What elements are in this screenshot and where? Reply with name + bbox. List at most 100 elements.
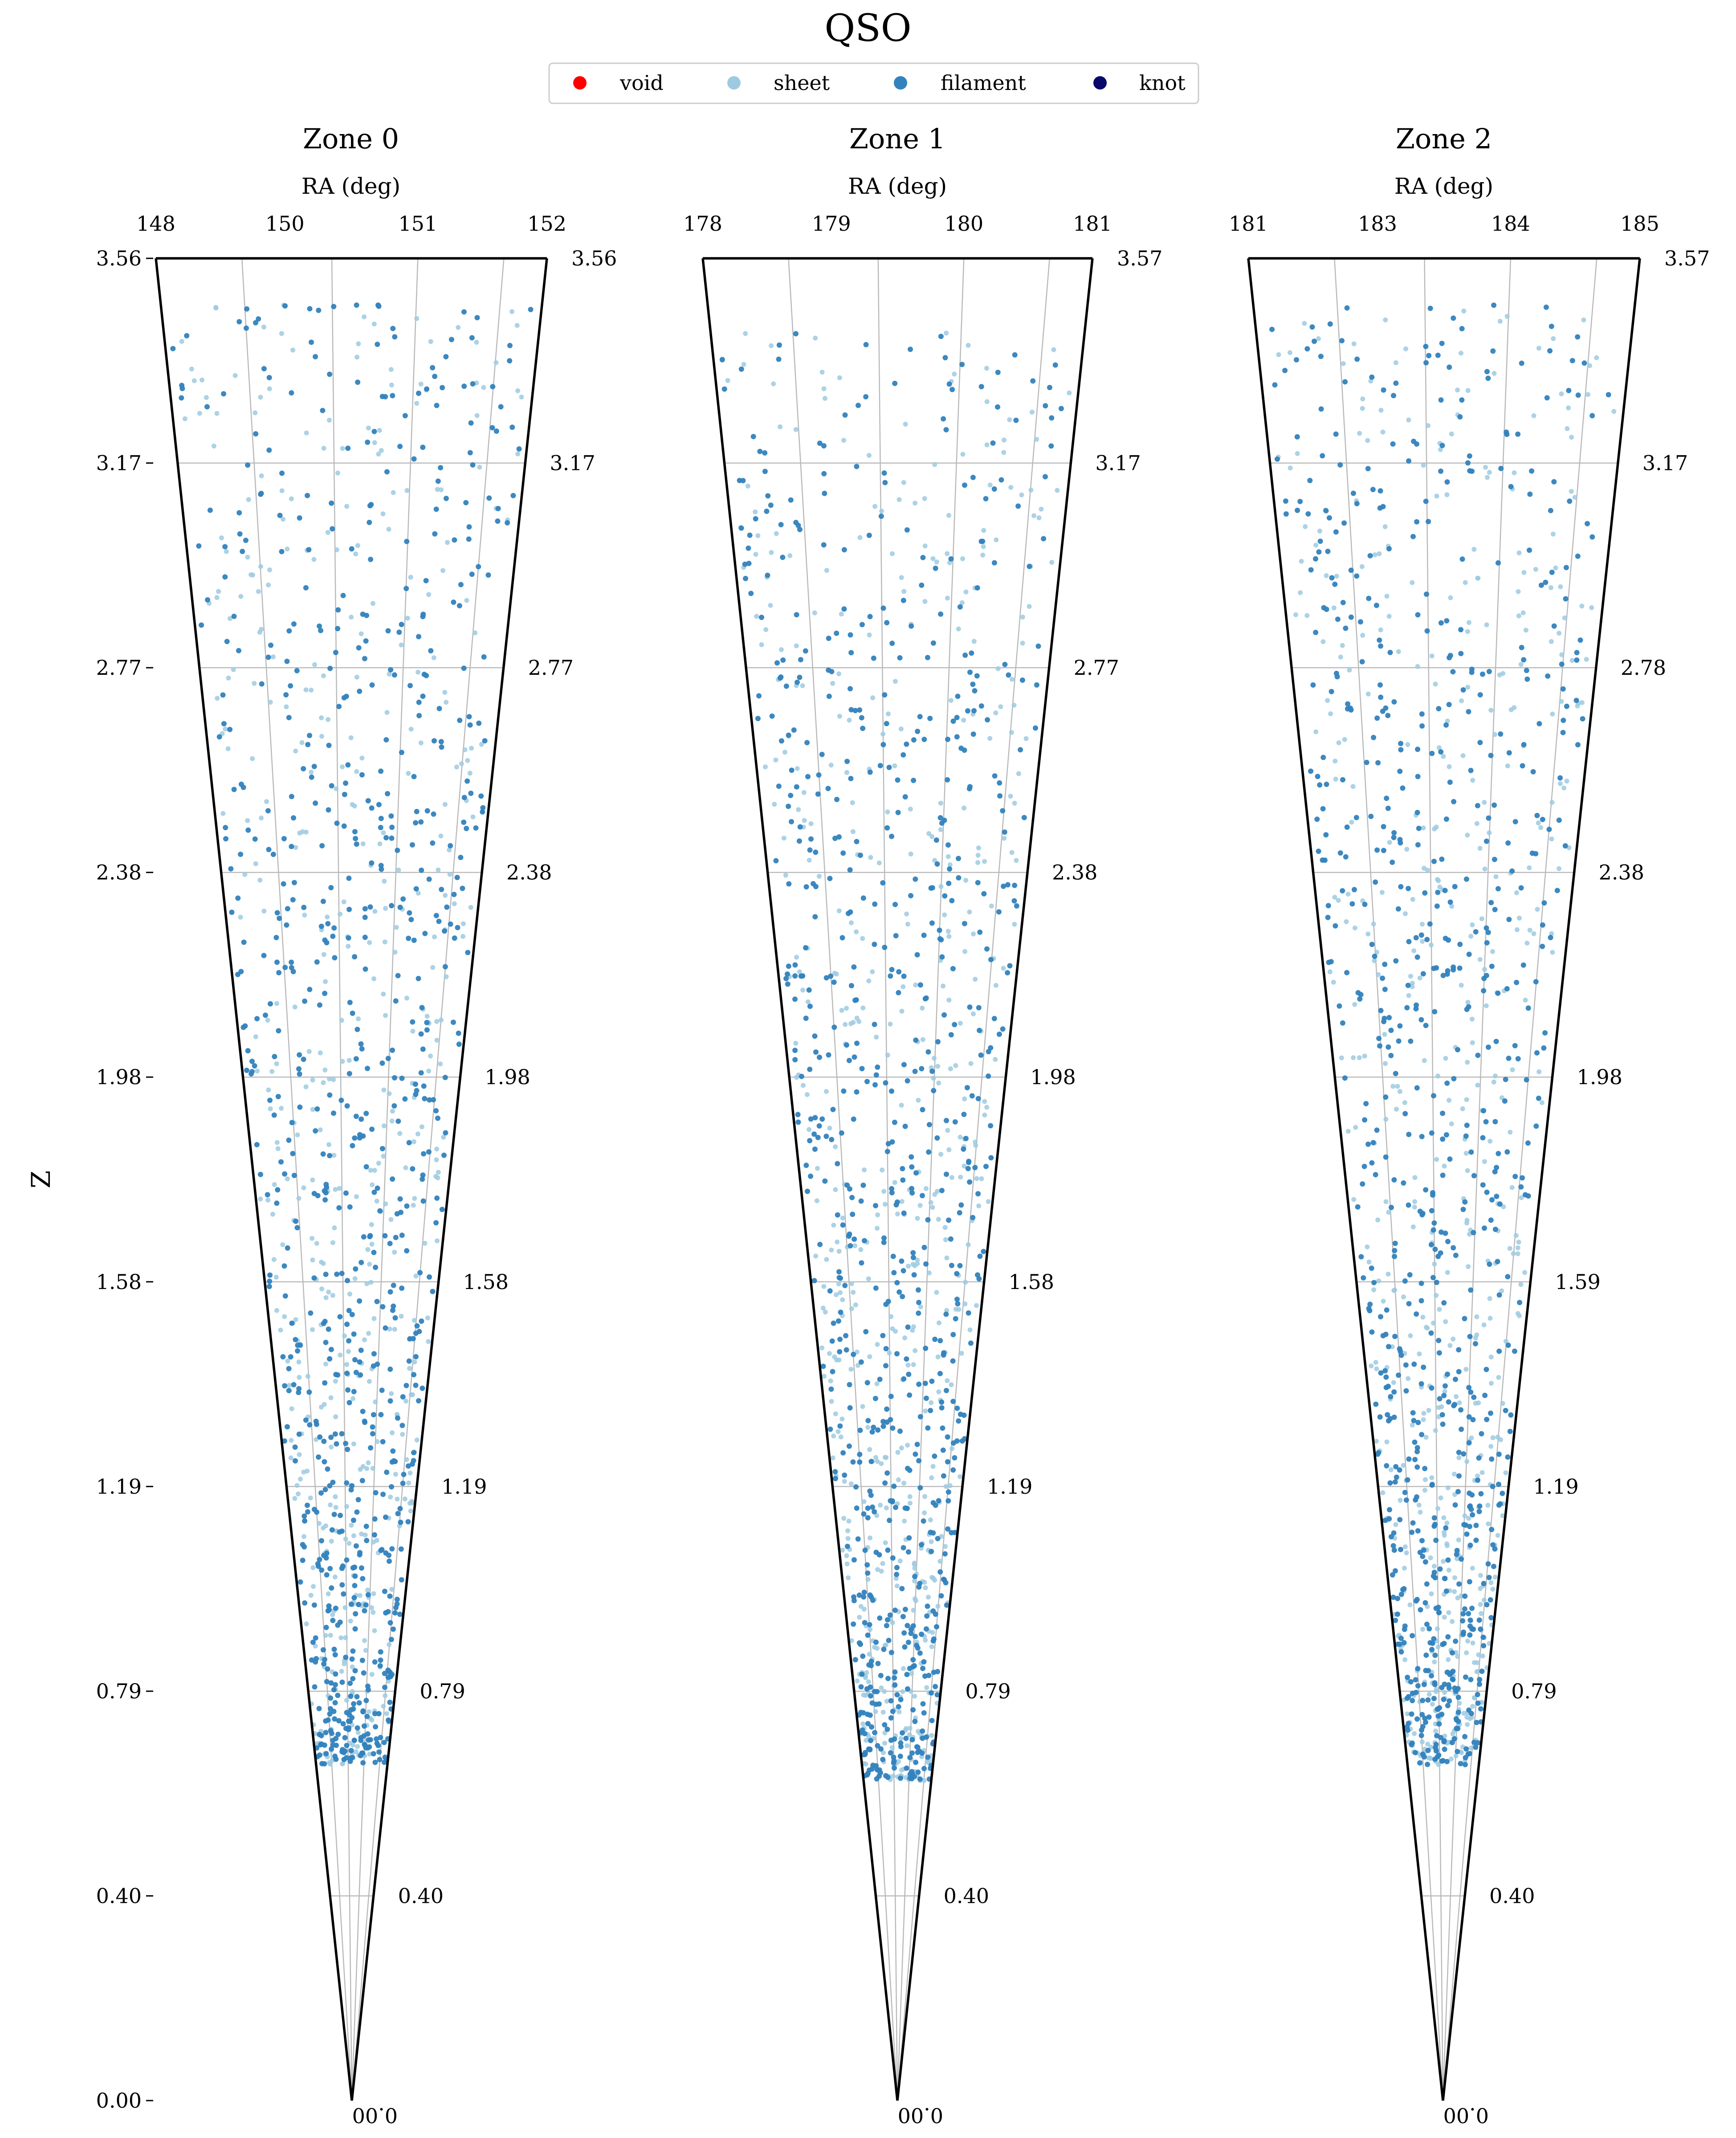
zone-1-point-filament xyxy=(848,983,854,988)
zone-2-point-filament xyxy=(1354,573,1360,579)
zone-0-point-sheet xyxy=(288,1455,293,1461)
zone-0-point-sheet xyxy=(464,598,469,603)
zone-0-point-sheet xyxy=(250,756,255,761)
zone-0-point-filament xyxy=(301,1057,306,1062)
zone-2-point-sheet xyxy=(1429,653,1434,659)
zone-0-point-filament xyxy=(315,1561,321,1567)
zone-2-point-filament xyxy=(1460,687,1466,693)
zone-0-point-filament xyxy=(458,855,464,860)
zone-2-point-sheet xyxy=(1465,1168,1470,1173)
zone-1-point-filament xyxy=(894,1199,900,1205)
zone-1-point-filament xyxy=(808,1173,813,1179)
zone-1-point-sheet xyxy=(829,1399,834,1404)
zone-1-point-sheet xyxy=(947,1483,953,1488)
zone-0-point-sheet xyxy=(428,1053,433,1059)
zone-1-point-filament xyxy=(921,1244,927,1250)
zone-2-point-filament xyxy=(1507,1428,1513,1434)
zone-2-point-sheet xyxy=(1478,1573,1483,1578)
zone-0-point-sheet xyxy=(258,564,263,569)
zone-0-point-sheet xyxy=(270,654,276,660)
zone-2-point-sheet xyxy=(1384,1439,1390,1444)
zone-1-point-filament xyxy=(817,441,823,446)
zone-2-point-filament xyxy=(1415,747,1421,752)
zone-1-point-filament xyxy=(794,784,799,790)
zone-1-point-filament xyxy=(954,1438,960,1444)
zone-0-point-filament xyxy=(377,1208,383,1214)
zone-1-point-filament xyxy=(930,640,936,646)
zone-0-point-filament xyxy=(313,1128,318,1134)
zone-2-point-sheet xyxy=(1549,639,1554,644)
zone-0-point-filament xyxy=(365,1683,371,1689)
zone-2-point-sheet xyxy=(1521,570,1527,575)
zone-2-point-filament xyxy=(1456,1347,1462,1353)
zone-1-point-sheet xyxy=(981,544,986,549)
zone-2-point-sheet xyxy=(1495,1435,1500,1440)
zone-1-point-sheet xyxy=(984,399,990,404)
zone-0-point-filament xyxy=(263,1012,268,1018)
zone-0-point-filament xyxy=(408,683,413,689)
zone-2-point-sheet xyxy=(1471,547,1477,552)
zone-2-point-sheet xyxy=(1421,825,1426,831)
zone-1-point-filament xyxy=(958,745,964,751)
zone-2-point-sheet xyxy=(1536,1069,1542,1074)
zone-1-point-sheet xyxy=(753,509,758,514)
zone-2-point-sheet xyxy=(1426,423,1431,428)
zone-0-point-filament xyxy=(390,1047,395,1053)
zone-1-point-filament xyxy=(845,910,851,916)
zone-2-ra-gridline xyxy=(1442,258,1597,2101)
zone-1-point-filament xyxy=(900,1177,906,1183)
zone-0-point-sheet xyxy=(408,726,414,732)
zone-0-point-filament xyxy=(331,1512,337,1517)
zone-2-point-sheet xyxy=(1492,732,1497,737)
zone-2-point-sheet xyxy=(1465,388,1471,393)
zone-2-point-sheet xyxy=(1378,408,1384,413)
zone-1-point-filament xyxy=(995,404,1000,410)
zone-0-point-filament xyxy=(359,1260,364,1265)
zone-2-point-sheet xyxy=(1470,778,1475,783)
zone-2-point-filament xyxy=(1478,1626,1483,1632)
zone-2-point-filament xyxy=(1397,1517,1403,1522)
zone-1-point-sheet xyxy=(1011,702,1017,708)
zone-2-point-filament xyxy=(1463,1522,1469,1528)
zone-0-point-filament xyxy=(416,1398,421,1404)
zone-1-point-sheet xyxy=(841,1516,847,1521)
zone-1-point-filament xyxy=(837,1336,843,1342)
zone-2-point-filament xyxy=(1468,1677,1474,1682)
zone-0-point-filament xyxy=(353,1611,359,1617)
zone-1-point-filament xyxy=(863,394,869,400)
zone-2-point-filament xyxy=(1427,921,1433,927)
zone-2-point-sheet xyxy=(1475,575,1480,581)
zone-0-point-filament xyxy=(274,959,280,965)
zone-0-point-sheet xyxy=(414,1437,420,1443)
zone-2-point-filament xyxy=(1534,1050,1540,1056)
zone-0-point-filament xyxy=(196,543,202,549)
zone-0-point-sheet xyxy=(310,1107,315,1112)
zone-2-point-filament xyxy=(1447,899,1453,905)
zone-0-point-sheet xyxy=(439,1017,444,1023)
zone-2-point-sheet xyxy=(1474,1332,1479,1338)
zone-2-point-filament xyxy=(1431,1093,1436,1098)
zone-2-point-sheet xyxy=(1379,890,1385,895)
zone-1-point-filament xyxy=(854,1040,860,1046)
zone-2-point-filament xyxy=(1483,838,1489,844)
zone-1-point-filament xyxy=(1043,474,1048,480)
zone-1-point-filament xyxy=(991,560,997,566)
zone-2-point-filament xyxy=(1456,1581,1462,1587)
zone-1-ra-tick-label: 178 xyxy=(683,212,722,236)
zone-0-point-sheet xyxy=(299,740,305,745)
zone-1-point-sheet xyxy=(872,1644,877,1650)
zone-0-point-filament xyxy=(339,1582,345,1588)
zone-2-point-filament xyxy=(1495,990,1501,996)
zone-1-point-sheet xyxy=(936,1217,941,1222)
zone-1-point-sheet xyxy=(813,335,818,341)
zone-2-point-filament xyxy=(1414,1445,1420,1451)
zone-2-point-filament xyxy=(1431,1636,1437,1642)
zone-1-point-filament xyxy=(975,880,981,885)
zone-2-point-filament xyxy=(1381,824,1386,829)
zone-1-point-sheet xyxy=(1034,437,1039,442)
zone-2-point-sheet xyxy=(1442,1615,1447,1620)
zone-0-point-filament xyxy=(351,1389,357,1395)
zone-1-point-sheet xyxy=(888,1314,894,1319)
zone-0-point-filament xyxy=(281,1263,287,1269)
zone-0-point-filament xyxy=(507,358,513,363)
